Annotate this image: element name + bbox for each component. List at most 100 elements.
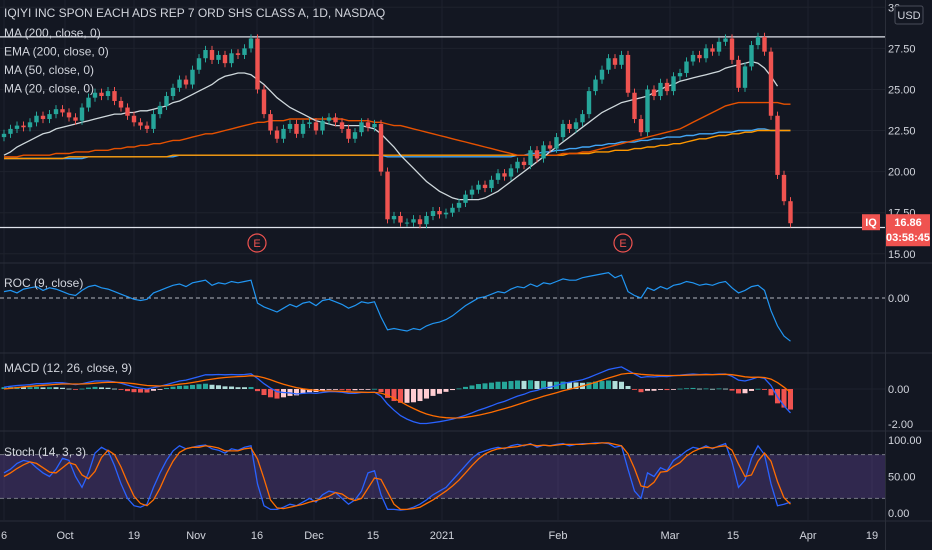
macd-histogram-bar: [411, 389, 416, 403]
macd-histogram-bar: [736, 389, 741, 394]
time-axis-tick: Nov: [186, 530, 206, 542]
candle-body: [658, 82, 663, 97]
time-axis-tick: 15: [727, 530, 739, 542]
macd-histogram-bar: [320, 389, 325, 391]
candle: [313, 118, 319, 135]
candle: [287, 119, 293, 133]
macd-histogram-bar: [157, 389, 163, 390]
candle: [476, 180, 481, 194]
candle: [768, 47, 774, 120]
candle: [307, 118, 312, 129]
macd-histogram-bar: [294, 389, 299, 396]
candle-body: [697, 54, 702, 59]
candle-body: [463, 194, 468, 203]
candle-body: [131, 115, 137, 123]
candle: [339, 118, 345, 133]
macd-histogram-bar: [534, 381, 540, 389]
candle-body: [476, 184, 481, 190]
indicator-legend: MA (200, close, 0): [4, 26, 101, 40]
indicator-legend: MA (20, close, 0): [4, 82, 94, 96]
time-axis-tick: 15: [367, 530, 379, 542]
macd-histogram-bar: [690, 387, 696, 389]
candle: [534, 146, 540, 163]
price-axis-tick: 20.00: [888, 167, 916, 179]
candle-body: [255, 38, 260, 90]
candle-body: [528, 150, 533, 166]
symbol-tag: [862, 214, 880, 231]
candle: [118, 96, 124, 112]
stoch-axis-tick: 0.00: [888, 508, 909, 520]
candle-body: [710, 48, 715, 52]
macd-histogram-bar: [664, 389, 670, 391]
macd-histogram-bar: [528, 380, 533, 389]
candle-body: [749, 45, 754, 67]
earnings-marker[interactable]: [247, 233, 267, 253]
candle: [112, 86, 117, 106]
macd-histogram-bar: [47, 387, 52, 389]
macd-histogram-bar: [281, 389, 286, 398]
candle-body: [320, 120, 325, 131]
candle: [723, 34, 728, 46]
macd-axis-tick: -2.00: [888, 419, 913, 431]
candle: [469, 185, 475, 199]
macd-histogram-bar: [105, 387, 111, 389]
candle: [762, 32, 767, 56]
macd-histogram-bar: [203, 383, 208, 389]
candle: [664, 78, 670, 96]
candle-body: [365, 122, 371, 128]
macd-histogram-bar: [508, 381, 514, 389]
candle-body: [300, 123, 306, 134]
ma50-line: [4, 101, 791, 158]
macd-histogram-bar: [73, 389, 78, 390]
macd-histogram-bar: [53, 387, 59, 389]
macd-histogram-bar: [567, 382, 572, 389]
macd-histogram-bar: [729, 389, 735, 391]
candle-body: [586, 91, 592, 115]
macd-histogram-bar: [450, 389, 455, 391]
macd-histogram-bar: [723, 388, 728, 390]
candle-body: [138, 122, 143, 126]
macd-histogram-bar: [339, 389, 345, 390]
macd-histogram-bar: [599, 381, 605, 389]
candle-body: [53, 109, 59, 115]
stoch-legend: Stoch (14, 3, 3): [4, 445, 86, 459]
candle: [684, 57, 689, 78]
macd-histogram-bar: [170, 386, 176, 389]
currency-badge[interactable]: [894, 5, 924, 25]
candle: [697, 50, 702, 63]
chart-title: IQIYI INC SPON EACH ADS REP 7 ORD SHS CL…: [4, 6, 385, 20]
candle: [8, 124, 13, 138]
macd-histogram-bar: [521, 380, 527, 389]
candle-body: [775, 115, 780, 175]
macd-histogram-bar: [612, 381, 618, 389]
macd-histogram-bar: [196, 384, 202, 389]
candle-body: [469, 189, 475, 195]
macd-histogram-bar: [92, 386, 98, 389]
macd-histogram-bar: [541, 380, 546, 389]
macd-histogram-bar: [515, 380, 520, 389]
candle-body: [417, 219, 423, 225]
earnings-marker[interactable]: [613, 233, 633, 253]
candle-body: [326, 117, 332, 121]
candle: [729, 34, 735, 64]
candle: [554, 133, 559, 153]
macd-histogram-bar: [27, 387, 33, 389]
macd-histogram-bar: [79, 388, 85, 390]
earnings-marker-label: E: [619, 238, 626, 250]
candle: [606, 54, 611, 74]
candle: [385, 167, 390, 224]
candle: [398, 211, 403, 227]
macd-histogram-bar: [417, 389, 423, 402]
time-axis-tick: 6: [1, 530, 7, 542]
candle-body: [268, 114, 273, 131]
candle-body: [92, 92, 98, 98]
candle-body: [40, 115, 46, 120]
candle-body: [47, 114, 52, 120]
candle: [346, 124, 351, 143]
candle: [190, 65, 195, 89]
candle-body: [242, 48, 247, 55]
candle: [105, 86, 111, 101]
candle-body: [781, 174, 787, 202]
macd-histogram-bar: [1, 387, 7, 389]
